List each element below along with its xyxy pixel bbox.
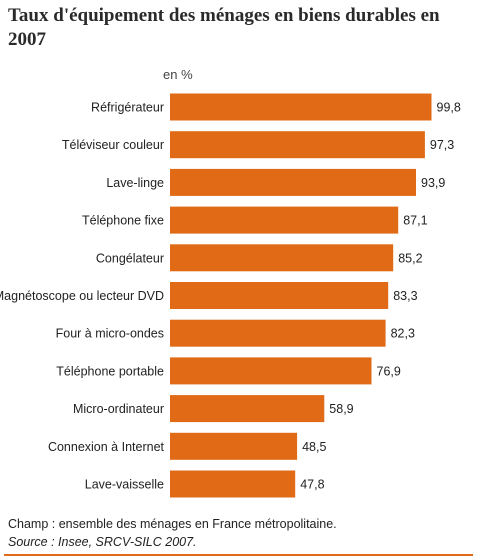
bar bbox=[170, 319, 386, 347]
category-label: Connexion à Internet bbox=[48, 440, 165, 454]
footer-divider bbox=[4, 554, 473, 556]
chart-title: Taux d'équipement des ménages en biens d… bbox=[8, 5, 440, 50]
bars-layer: Réfrigérateur 99,8 Téléviseur couleur 97,3 L… bbox=[0, 93, 461, 498]
bar bbox=[170, 470, 296, 498]
bar bbox=[170, 93, 432, 121]
bar bbox=[170, 282, 389, 309]
bar bbox=[170, 131, 425, 159]
category-label: Magnétoscope ou lecteur DVD bbox=[0, 289, 164, 303]
category-label: Lave-vaisselle bbox=[85, 478, 164, 492]
category-label: Lave-linge bbox=[106, 176, 164, 190]
category-label: Téléphone portable bbox=[56, 364, 164, 378]
footnote-source: Source : Insee, SRCV-SILC 2007. bbox=[8, 535, 197, 549]
unit-label: en % bbox=[163, 67, 193, 82]
value-label: 97,3 bbox=[430, 138, 454, 152]
value-label: 48,5 bbox=[302, 440, 326, 454]
bar bbox=[170, 168, 416, 196]
category-label: Réfrigérateur bbox=[91, 101, 164, 115]
value-label: 83,3 bbox=[393, 289, 417, 303]
category-label: Four à micro-ondes bbox=[56, 327, 164, 341]
value-label: 58,9 bbox=[329, 402, 353, 416]
category-label: Congélateur bbox=[96, 251, 164, 265]
bar bbox=[170, 395, 325, 423]
bar bbox=[170, 432, 298, 460]
value-label: 93,9 bbox=[421, 176, 445, 190]
category-label: Téléviseur couleur bbox=[62, 138, 164, 152]
bar-chart: Réfrigérateur 99,8 Téléviseur couleur 97,3 L… bbox=[0, 93, 461, 498]
value-label: 47,8 bbox=[300, 478, 324, 492]
category-label: Téléphone fixe bbox=[82, 214, 164, 228]
bar bbox=[170, 357, 372, 385]
value-label: 87,1 bbox=[403, 214, 427, 228]
category-label: Micro-ordinateur bbox=[73, 402, 164, 416]
value-label: 76,9 bbox=[377, 364, 401, 378]
bar bbox=[170, 244, 394, 272]
footnote-champ: Champ : ensemble des ménages en France m… bbox=[8, 517, 337, 531]
value-label: 82,3 bbox=[391, 327, 415, 341]
bar bbox=[170, 206, 399, 234]
value-label: 85,2 bbox=[398, 251, 422, 265]
value-label: 99,8 bbox=[437, 101, 461, 115]
